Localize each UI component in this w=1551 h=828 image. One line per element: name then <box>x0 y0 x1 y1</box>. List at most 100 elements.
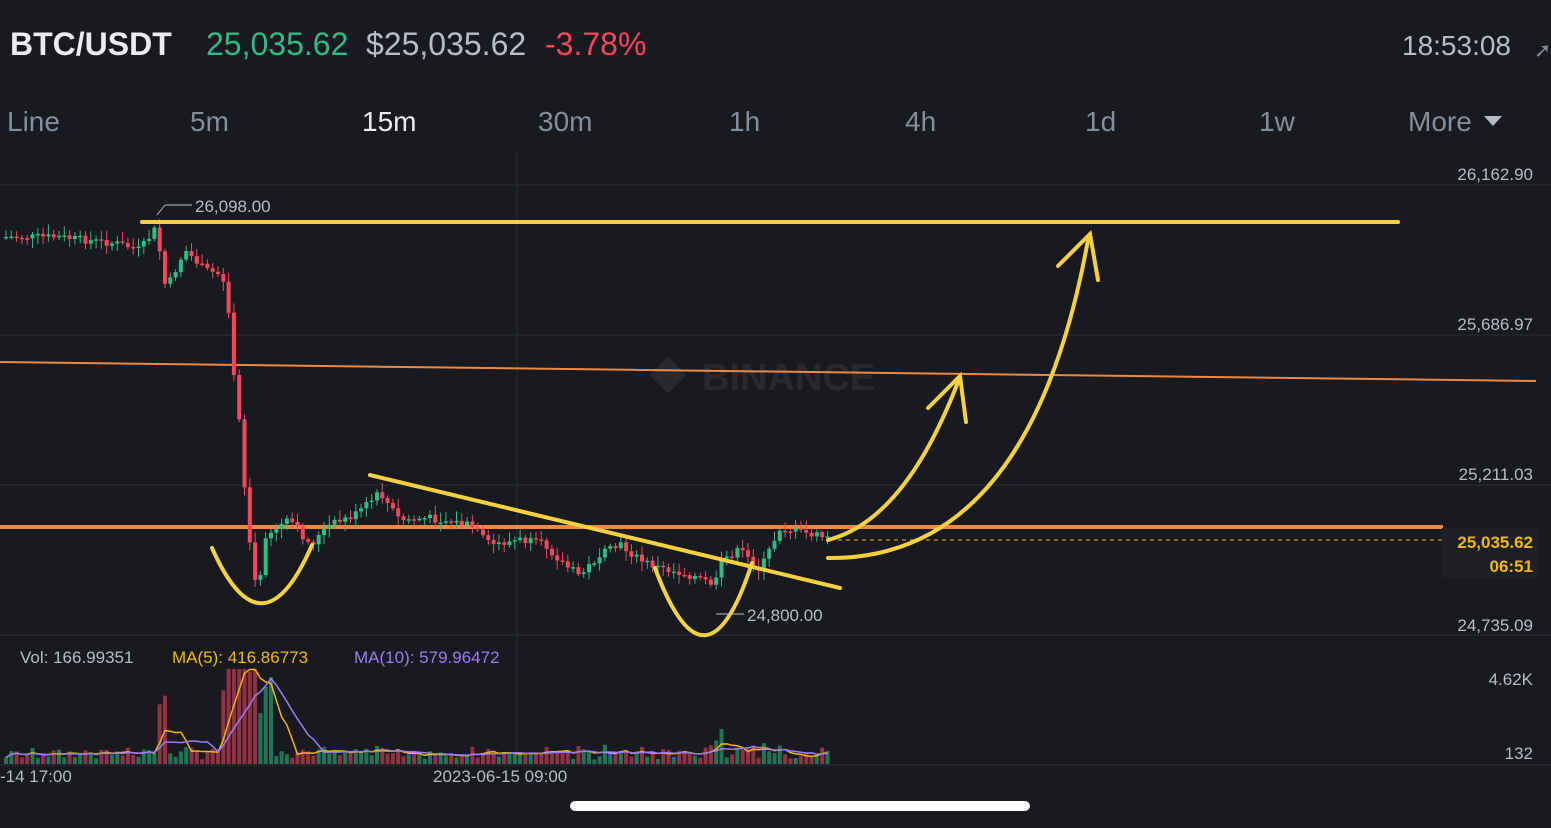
candle-body <box>799 528 803 530</box>
candle-body <box>72 235 77 239</box>
pair-name[interactable]: BTC/USDT <box>10 26 172 62</box>
home-indicator <box>570 801 1030 811</box>
volume-bar <box>51 750 56 764</box>
time-tick: -14 17:00 <box>0 767 72 786</box>
candle-body <box>512 540 517 542</box>
candle-body <box>496 542 501 545</box>
volume-bar <box>486 748 491 764</box>
volume-bar <box>263 686 268 764</box>
volume-bar <box>481 753 485 764</box>
volume-bar <box>443 756 448 764</box>
candle-body <box>470 521 475 528</box>
tab-1w[interactable]: 1w <box>1259 106 1295 137</box>
volume-bar <box>555 752 560 764</box>
volume-bar <box>804 753 809 764</box>
volume-bar <box>428 751 432 764</box>
volume-bar <box>194 751 199 764</box>
volume-bar <box>57 749 61 764</box>
volume-bar <box>581 749 586 764</box>
volume-legend: Vol: 166.99351 MA(5): 416.86773 MA(10): … <box>20 648 500 667</box>
arrow-icon[interactable]: ➚ <box>1534 40 1551 62</box>
volume-tick: 132 <box>1505 744 1533 763</box>
candle-body <box>597 557 602 564</box>
tab-15m[interactable]: 15m <box>362 106 417 137</box>
watermark-text: BINANCE <box>702 357 875 399</box>
volume-bar <box>78 753 83 764</box>
candle-body <box>767 548 772 559</box>
tab-4h[interactable]: 4h <box>905 106 937 137</box>
volume-bar <box>698 757 703 764</box>
volume-bar <box>131 754 136 764</box>
candle-body <box>634 554 639 557</box>
volume-bar <box>470 747 475 764</box>
candle-body <box>534 538 538 540</box>
candle-body <box>178 259 183 273</box>
candle-body <box>51 234 56 238</box>
tab-line[interactable]: Line <box>7 106 60 137</box>
candle-body <box>693 576 697 579</box>
tab-more[interactable]: More <box>1408 106 1502 138</box>
tab-more-label: More <box>1408 106 1472 137</box>
candle-body <box>820 532 825 538</box>
candle-body <box>194 256 199 264</box>
candle-body <box>549 548 554 556</box>
volume-bar <box>221 690 226 764</box>
volume-bar <box>512 752 517 764</box>
candle-body <box>380 492 385 499</box>
candle-body <box>136 246 141 249</box>
candle-body <box>41 233 46 237</box>
volume-bar <box>364 748 369 764</box>
volume-bar <box>677 750 682 764</box>
volume-bar <box>290 757 295 764</box>
volume-bar <box>719 729 724 764</box>
volume-bar <box>205 751 210 764</box>
volume-bar <box>110 755 114 764</box>
tab-1h[interactable]: 1h <box>729 106 761 137</box>
volume-bar <box>761 743 766 764</box>
volume-bar <box>799 755 803 764</box>
volume-bar <box>475 757 480 764</box>
volume-bar <box>634 751 639 764</box>
caret-down-icon <box>1483 115 1502 126</box>
candle-body <box>78 235 83 238</box>
volume-bar <box>645 756 650 764</box>
candle-body <box>777 530 782 541</box>
volume-bar <box>735 747 740 764</box>
candle-body <box>14 236 19 239</box>
volume-bar <box>788 758 793 764</box>
volume-bar <box>46 756 51 764</box>
candle-body <box>809 532 814 537</box>
volume-bar <box>343 751 348 764</box>
candle-body <box>666 567 671 573</box>
candle-body <box>306 539 311 542</box>
volume-bar <box>809 756 814 764</box>
candle-body <box>184 251 189 260</box>
interval-tabs: Line 5m 15m 30m 1h 4h 1d 1w More <box>0 100 1551 144</box>
volume-bar <box>523 753 528 764</box>
candle-body <box>348 517 353 520</box>
volume-bar <box>125 747 130 764</box>
volume-bar <box>454 757 459 764</box>
volume-bar <box>141 749 146 764</box>
low-marker: 24,800.00 <box>716 606 823 625</box>
volume-bar <box>216 749 220 764</box>
candle-body <box>120 241 125 243</box>
volume-bar <box>327 753 332 764</box>
candle-body <box>608 546 613 549</box>
tab-5m[interactable]: 5m <box>190 106 229 137</box>
tab-1d[interactable]: 1d <box>1085 106 1117 137</box>
candle-body <box>565 561 570 568</box>
candle-body <box>353 511 358 520</box>
candle-body <box>602 548 607 558</box>
candlestick-chart[interactable]: BINANCE 26,098.00 24,800.00 26,162.90 25… <box>0 150 1551 790</box>
candle-body <box>364 501 369 509</box>
volume-bar <box>730 754 735 764</box>
candle-body <box>825 536 830 538</box>
candle-body <box>518 537 523 541</box>
candle-body <box>465 521 470 526</box>
candle-body <box>157 227 162 252</box>
volume-bar <box>682 751 687 764</box>
candle-body <box>57 235 61 238</box>
tab-30m[interactable]: 30m <box>538 106 593 137</box>
volume-bar <box>152 753 157 764</box>
